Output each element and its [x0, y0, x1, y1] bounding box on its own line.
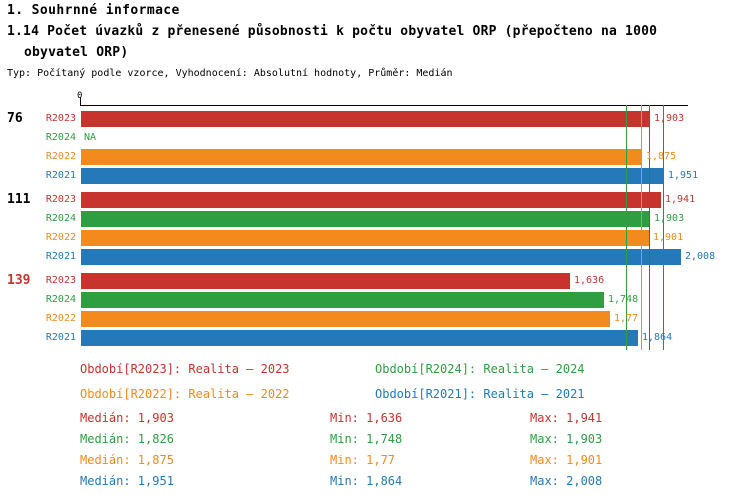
bar-value-label: 1,951 [668, 170, 699, 181]
chart-title-line2: obyvatel ORP) [24, 45, 129, 60]
series-label: R2024 [45, 132, 76, 143]
stat-median-r2023: Medián: 1,903 [80, 411, 174, 425]
bar-value-label: 1,864 [642, 332, 673, 343]
bar [81, 149, 642, 165]
legend-item-r2024: Období[R2024]: Realita – 2024 [375, 362, 585, 376]
x-axis-origin-label: 0 [77, 91, 83, 101]
stat-min-r2021: Min: 1,864 [330, 474, 403, 488]
bar [81, 292, 604, 308]
bar-value-label: 1,748 [608, 294, 639, 305]
chart-title-line1: 1.14 Počet úvazků z přenesené působnosti… [7, 24, 658, 39]
stat-min-r2023: Min: 1,636 [330, 411, 403, 425]
stat-median-r2021: Medián: 1,951 [80, 474, 174, 488]
series-label: R2023 [45, 113, 76, 124]
series-label: R2024 [45, 213, 76, 224]
stat-max-r2021: Max: 2,008 [530, 474, 603, 488]
median-line-r2021 [663, 105, 664, 350]
report-section-title: 1. Souhrnné informace [7, 3, 180, 18]
legend-item-r2021: Období[R2021]: Realita – 2021 [375, 387, 585, 401]
bar-value-label: 1,875 [646, 151, 677, 162]
series-label: R2022 [45, 232, 76, 243]
bar [81, 330, 638, 346]
group-label: 111 [7, 192, 31, 207]
bar-value-label: 1,901 [653, 232, 684, 243]
bar [81, 249, 681, 265]
stat-min-r2024: Min: 1,748 [330, 432, 403, 446]
bar [81, 168, 664, 184]
median-line-r2022 [641, 105, 642, 350]
stat-max-r2023: Max: 1,941 [530, 411, 603, 425]
legend: Období[R2023]: Realita – 2023 Období[R202… [80, 362, 700, 401]
bar [81, 230, 649, 246]
stat-median-r2022: Medián: 1,875 [80, 453, 174, 467]
bar [81, 111, 650, 127]
stat-min-r2022: Min: 1,77 [330, 453, 396, 467]
legend-item-r2023: Období[R2023]: Realita – 2023 [80, 362, 290, 376]
bar [81, 211, 650, 227]
series-label: R2023 [45, 194, 76, 205]
bar-value-label: 2,008 [685, 251, 716, 262]
group-label: 139 [7, 273, 31, 288]
stat-max-r2024: Max: 1,903 [530, 432, 603, 446]
series-label: R2021 [45, 332, 76, 343]
median-line-r2024 [626, 105, 627, 350]
bar-value-label: 1,903 [654, 113, 685, 124]
series-label: R2023 [45, 275, 76, 286]
median-line-r2023 [649, 105, 650, 350]
series-label: R2021 [45, 170, 76, 181]
stat-median-r2024: Medián: 1,826 [80, 432, 174, 446]
stats-table: Medián: 1,903 Min: 1,636 Max: 1,941 Medián:… [80, 411, 725, 495]
bar-value-label: 1,636 [574, 275, 605, 286]
series-label: R2022 [45, 313, 76, 324]
series-label: R2024 [45, 294, 76, 305]
bar [81, 311, 610, 327]
x-axis-line [80, 105, 688, 106]
chart-meta-info: Typ: Počítaný podle vzorce, Vyhodnocení:… [7, 68, 453, 79]
bar-value-label: 1,903 [654, 213, 685, 224]
bar-value-label: 1,941 [665, 194, 696, 205]
legend-item-r2022: Období[R2022]: Realita – 2022 [80, 387, 290, 401]
series-label: R2022 [45, 151, 76, 162]
x-axis-tick [80, 97, 81, 105]
bar-value-label: 1,77 [614, 313, 639, 324]
stat-max-r2022: Max: 1,901 [530, 453, 603, 467]
bar [81, 273, 570, 289]
bar-na-label: NA [84, 132, 97, 143]
bar [81, 192, 661, 208]
series-label: R2021 [45, 251, 76, 262]
group-label: 76 [7, 111, 23, 126]
